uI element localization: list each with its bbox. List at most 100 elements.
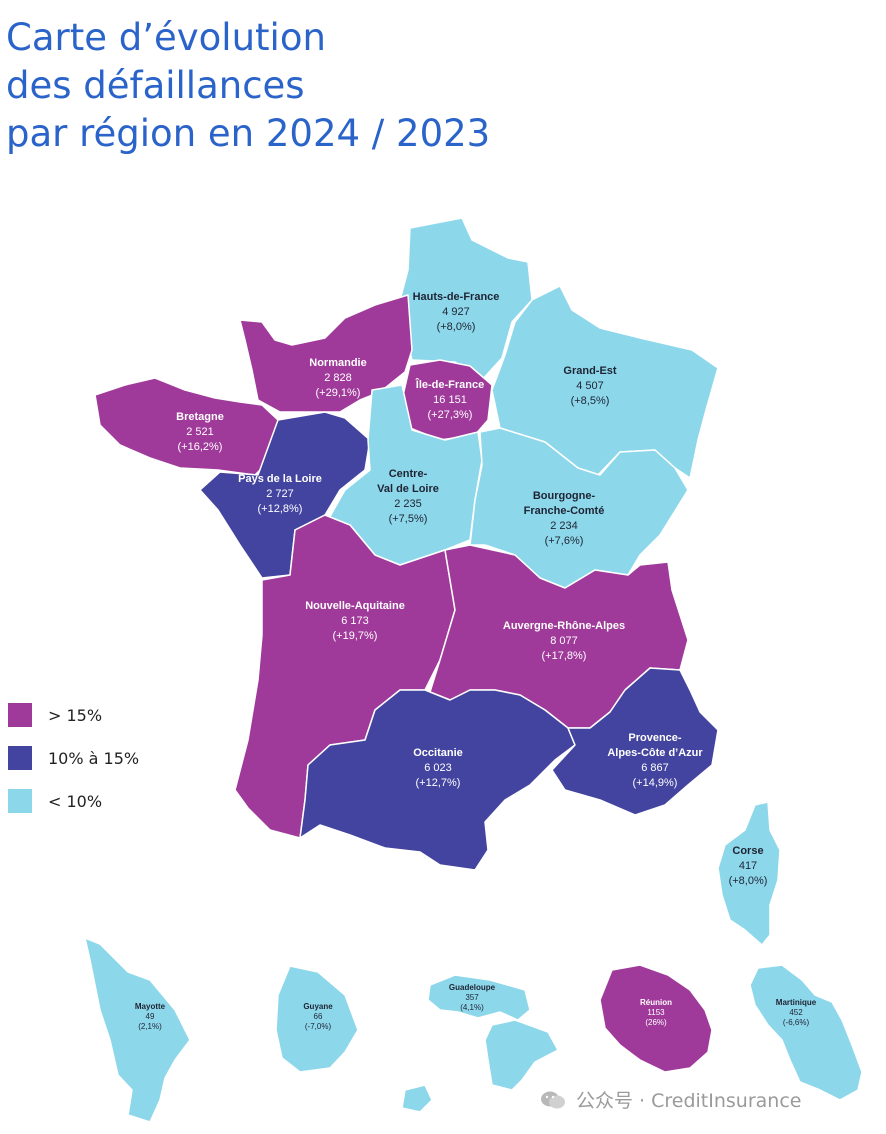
region-change: (+8,5%) xyxy=(570,395,610,407)
region-guyane xyxy=(275,965,359,1073)
region-name: Auvergne-Rhône-Alpes xyxy=(502,620,626,632)
region-change: (-6,6%) xyxy=(782,1018,810,1027)
label-occitanie: Occitanie 6 023 (+12,7%) xyxy=(413,746,463,791)
region-name-line-1: Provence- xyxy=(628,732,682,744)
label-nouvelle-aquitaine: Nouvelle-Aquitaine 6 173 (+19,7%) xyxy=(305,599,405,644)
region-guadeloupe xyxy=(401,974,559,1113)
region-value: 4 507 xyxy=(576,380,604,392)
region-value: 1153 xyxy=(647,1008,665,1017)
region-value: 417 xyxy=(738,860,758,872)
title-line-3: par région en 2024 / 2023 xyxy=(6,112,491,155)
title-line-1: Carte d’évolution xyxy=(6,16,326,59)
region-name: Hauts-de-France xyxy=(412,291,500,303)
legend-swatch xyxy=(8,746,32,770)
region-name: Nouvelle-Aquitaine xyxy=(305,600,405,612)
region-name: Pays de la Loire xyxy=(238,473,322,485)
region-value: 8 077 xyxy=(550,635,578,647)
label-corse: Corse 417 (+8,0%) xyxy=(729,844,768,889)
region-value: 2 234 xyxy=(550,520,578,532)
legend-item-gt15: > 15% xyxy=(8,700,139,730)
region-value: 357 xyxy=(465,993,479,1002)
region-value: 2 828 xyxy=(324,372,352,384)
region-name: Bretagne xyxy=(176,411,224,423)
region-name-line-2: Val de Loire xyxy=(377,483,439,495)
region-change: (4,1%) xyxy=(460,1003,484,1012)
label-normandie: Normandie 2 828 (+29,1%) xyxy=(309,356,366,401)
label-reunion: Réunion 1153 (26%) xyxy=(640,998,672,1028)
legend-swatch xyxy=(8,703,32,727)
region-name-line-2: Alpes-Côte d’Azur xyxy=(607,747,703,759)
legend-label: > 15% xyxy=(48,705,103,725)
region-occitanie xyxy=(299,689,576,871)
region-martinique xyxy=(749,964,863,1101)
region-name: Normandie xyxy=(309,357,367,369)
label-martinique: Martinique 452 (-6,6%) xyxy=(776,998,816,1028)
label-mayotte: Mayotte 49 (2,1%) xyxy=(135,1002,165,1032)
label-pays-de-la-loire: Pays de la Loire 2 727 (+12,8%) xyxy=(238,472,322,517)
region-change: (+12,8%) xyxy=(257,503,303,515)
region-name-line-1: Centre- xyxy=(388,468,428,480)
region-name: Île-de-France xyxy=(415,379,485,391)
region-name: Mayotte xyxy=(134,1002,166,1011)
title-line-2: des défaillances xyxy=(6,64,305,107)
legend-label: < 10% xyxy=(48,791,103,811)
region-name-line-2: Franche-Comté xyxy=(523,505,605,517)
watermark-text: 公众号 · CreditInsurance xyxy=(576,1090,802,1112)
label-ile-de-france: Île-de-France 16 151 (+27,3%) xyxy=(416,378,484,423)
region-name: Occitanie xyxy=(413,747,463,759)
wechat-icon xyxy=(541,1091,565,1108)
region-change: (+29,1%) xyxy=(315,387,361,399)
region-value: 452 xyxy=(789,1008,803,1017)
label-hauts-de-france: Hauts-de-France 4 927 (+8,0%) xyxy=(413,290,500,335)
region-change: (+27,3%) xyxy=(427,409,473,421)
region-name-line-1: Bourgogne- xyxy=(532,490,596,502)
region-name: Réunion xyxy=(640,998,672,1007)
legend-item-lt10: < 10% xyxy=(8,786,139,816)
label-bourgogne-franche-comte: Bourgogne- Franche-Comté 2 234 (+7,6%) xyxy=(524,489,605,549)
region-name: Guyane xyxy=(303,1002,333,1011)
region-change: (2,1%) xyxy=(138,1022,162,1031)
region-value: 49 xyxy=(145,1012,155,1021)
region-name: Martinique xyxy=(775,998,817,1007)
label-centre-val-de-loire: Centre- Val de Loire 2 235 (+7,5%) xyxy=(377,467,439,527)
label-bretagne: Bretagne 2 521 (+16,2%) xyxy=(176,410,224,455)
region-value: 4 927 xyxy=(442,306,470,318)
region-value: 6 023 xyxy=(424,762,452,774)
region-value: 6 867 xyxy=(641,762,669,774)
region-reunion xyxy=(599,964,713,1073)
region-change: (+7,6%) xyxy=(544,535,584,547)
label-guadeloupe: Guadeloupe 357 (4,1%) xyxy=(449,983,495,1013)
region-name: Grand-Est xyxy=(563,365,617,377)
region-change: (+16,2%) xyxy=(177,441,223,453)
legend-swatch xyxy=(8,789,32,813)
region-mayotte xyxy=(84,937,191,1123)
region-normandie xyxy=(239,294,413,413)
label-guyane: Guyane 66 (-7,0%) xyxy=(303,1002,332,1032)
region-value: 66 xyxy=(313,1012,323,1021)
label-auvergne-rhone-alpes: Auvergne-Rhône-Alpes 8 077 (+17,8%) xyxy=(503,619,625,664)
region-value: 2 235 xyxy=(394,498,422,510)
region-change: (+8,0%) xyxy=(436,321,476,333)
region-value: 16 151 xyxy=(433,394,467,406)
region-bourgogne-franche-comte xyxy=(469,427,689,589)
legend-item-10-15: 10% à 15% xyxy=(8,743,139,773)
legend: > 15% 10% à 15% < 10% xyxy=(8,700,139,829)
region-change: (+8,0%) xyxy=(728,875,768,887)
region-value: 2 521 xyxy=(186,426,214,438)
region-value: 2 727 xyxy=(266,488,294,500)
region-change: (+17,8%) xyxy=(541,650,587,662)
region-change: (+19,7%) xyxy=(332,630,378,642)
watermark: 公众号 · CreditInsurance xyxy=(540,1086,801,1113)
legend-label: 10% à 15% xyxy=(48,748,140,768)
region-change: (+12,7%) xyxy=(415,777,461,789)
region-value: 6 173 xyxy=(341,615,369,627)
region-change: (+7,5%) xyxy=(388,513,428,525)
region-corse xyxy=(717,801,781,946)
region-name: Corse xyxy=(732,845,764,857)
region-change: (+14,9%) xyxy=(632,777,678,789)
region-paca xyxy=(551,667,719,816)
label-grand-est: Grand-Est 4 507 (+8,5%) xyxy=(563,364,616,409)
region-name: Guadeloupe xyxy=(448,983,496,992)
label-paca: Provence- Alpes-Côte d’Azur 6 867 (+14,9… xyxy=(607,731,702,791)
